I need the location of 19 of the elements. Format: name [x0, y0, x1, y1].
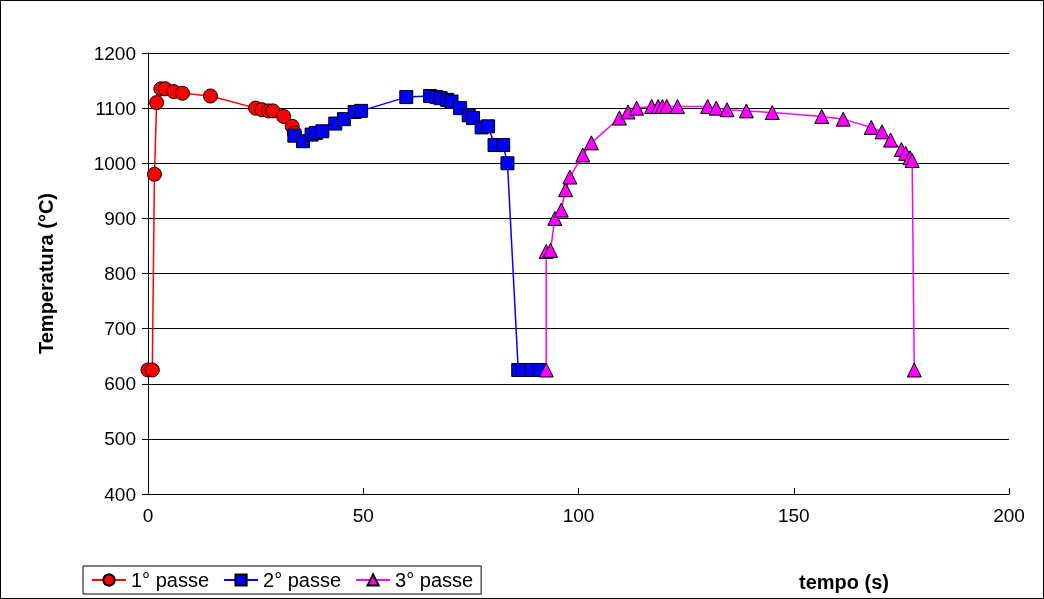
x-tick-label: 0	[142, 505, 154, 526]
y-tick-label: 1100	[95, 97, 136, 119]
x-tick-label: 200	[993, 505, 1025, 526]
y-tick-label: 900	[104, 207, 136, 229]
legend-label: 3° passe	[395, 569, 474, 591]
y-tick-label: 400	[104, 483, 136, 505]
legend-label: 1° passe	[131, 569, 210, 591]
legend-label: 2° passe	[263, 569, 342, 591]
y-tick-label: 800	[104, 263, 136, 284]
x-tick-label: 50	[352, 505, 374, 526]
y-tick-label: 600	[104, 373, 136, 395]
y-axis-title: Temperatura (°C)	[35, 193, 57, 354]
y-tick-label: 500	[104, 428, 136, 450]
y-tick-label: 1200	[93, 42, 136, 64]
x-tick-label: 100	[562, 505, 595, 526]
y-tick-label: 1000	[93, 152, 136, 174]
y-tick-label: 700	[104, 318, 136, 340]
x-tick-label: 150	[777, 505, 810, 526]
x-axis-title: tempo (s)	[799, 571, 889, 593]
